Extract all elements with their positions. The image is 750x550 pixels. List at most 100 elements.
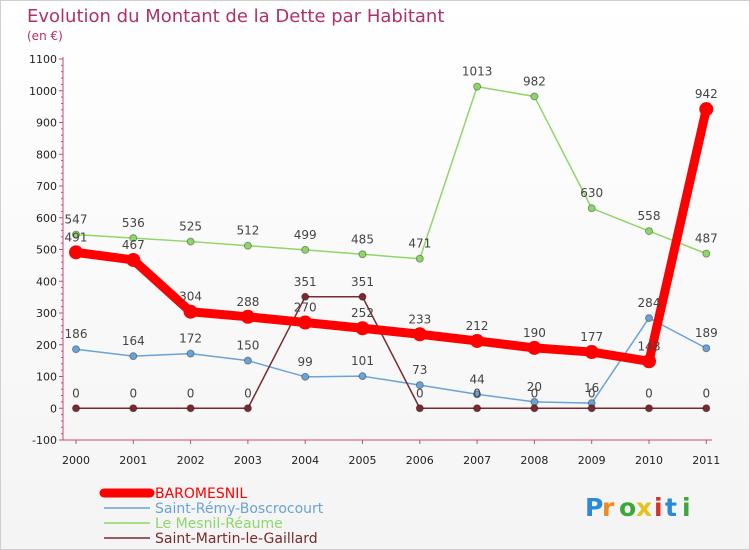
data-point-le-mesnil-reaume	[301, 245, 310, 254]
data-label-saint-remy-boscrocourt: 20	[527, 380, 542, 394]
legend-label-saint-martin-le-gaillard: Saint-Martin-le-Gaillard	[155, 531, 318, 547]
y-tick-label: 100	[36, 371, 57, 384]
logo-letter: r	[602, 493, 615, 522]
y-tick-label: 1000	[29, 85, 57, 98]
data-point-saint-martin-le-gaillard	[473, 404, 482, 413]
data-label-saint-remy-boscrocourt: 172	[179, 332, 202, 346]
data-point-le-mesnil-reaume	[72, 230, 80, 239]
data-point-saint-remy-boscrocourt	[186, 349, 195, 358]
data-point-saint-remy-boscrocourt	[243, 356, 252, 365]
x-tick-label: 2006	[406, 454, 434, 467]
data-point-saint-remy-boscrocourt	[301, 372, 310, 381]
logo-letter: i	[682, 493, 691, 522]
data-point-baromesnil	[412, 327, 427, 342]
data-point-saint-remy-boscrocourt	[358, 372, 367, 381]
legend-label-saint-remy-boscrocourt: Saint-Rémy-Boscrocourt	[155, 501, 324, 517]
x-tick-label: 2004	[291, 454, 319, 467]
data-label-saint-remy-boscrocourt: 44	[469, 372, 484, 386]
data-point-saint-martin-le-gaillard	[72, 404, 80, 413]
x-tick-label: 2010	[635, 454, 663, 467]
x-tick-label: 2008	[520, 454, 548, 467]
data-label-le-mesnil-reaume: 982	[523, 74, 546, 88]
data-label-saint-martin-le-gaillard: 0	[244, 386, 252, 400]
x-tick-label: 2000	[62, 454, 90, 467]
data-label-saint-martin-le-gaillard: 351	[294, 275, 317, 289]
data-point-saint-martin-le-gaillard	[301, 292, 310, 301]
data-point-le-mesnil-reaume	[702, 249, 711, 258]
data-point-saint-martin-le-gaillard	[530, 404, 539, 413]
data-label-baromesnil: 252	[351, 306, 374, 320]
data-label-baromesnil: 233	[408, 312, 431, 326]
x-tick-label: 2002	[177, 454, 205, 467]
data-label-le-mesnil-reaume: 1013	[462, 65, 493, 79]
x-tick-label: 2007	[463, 454, 491, 467]
chart-axes: -100010020030040050060070080090010001100…	[29, 53, 720, 467]
chart-title: Evolution du Montant de la Dette par Hab…	[27, 6, 444, 27]
logo-letter: x	[636, 493, 652, 522]
data-point-le-mesnil-reaume	[473, 82, 482, 91]
data-point-baromesnil	[527, 340, 542, 355]
series-line-saint-remy-boscrocourt	[75, 317, 708, 404]
chart-subtitle: (en €)	[27, 29, 63, 43]
data-label-saint-martin-le-gaillard: 0	[129, 386, 137, 400]
y-tick-label: -100	[32, 434, 57, 447]
data-point-baromesnil	[240, 309, 255, 324]
logo-letter: P	[585, 493, 603, 522]
data-point-baromesnil	[642, 354, 656, 369]
data-point-le-mesnil-reaume	[129, 234, 138, 243]
data-label-saint-martin-le-gaillard: 0	[473, 386, 481, 400]
data-label-le-mesnil-reaume: 547	[65, 213, 88, 227]
data-point-baromesnil	[298, 315, 313, 330]
data-label-baromesnil: 491	[65, 230, 88, 244]
y-tick-label: 800	[36, 148, 57, 161]
data-label-saint-remy-boscrocourt: 16	[584, 381, 599, 395]
series-line-baromesnil	[71, 104, 711, 366]
data-point-saint-martin-le-gaillard	[645, 404, 653, 413]
data-point-saint-martin-le-gaillard	[415, 404, 424, 413]
legend-label-baromesnil: BAROMESNIL	[155, 486, 247, 502]
data-label-baromesnil: 467	[122, 238, 145, 252]
x-tick-label: 2005	[349, 454, 377, 467]
data-point-baromesnil	[69, 245, 83, 260]
data-label-saint-remy-boscrocourt: 189	[695, 326, 718, 340]
data-label-baromesnil: 270	[294, 301, 317, 315]
data-label-le-mesnil-reaume: 487	[695, 232, 718, 246]
data-label-saint-remy-boscrocourt: 284	[638, 296, 661, 310]
y-tick-label: 200	[36, 339, 57, 352]
data-point-saint-martin-le-gaillard	[358, 292, 367, 301]
x-tick-label: 2009	[578, 454, 606, 467]
data-point-saint-martin-le-gaillard	[129, 404, 138, 413]
y-tick-label: 700	[36, 180, 57, 193]
data-label-saint-martin-le-gaillard: 0	[416, 386, 424, 400]
series-line-le-mesnil-reaume	[75, 85, 708, 260]
data-point-le-mesnil-reaume	[530, 92, 539, 101]
data-label-saint-martin-le-gaillard: 351	[351, 275, 374, 289]
data-point-le-mesnil-reaume	[587, 204, 596, 213]
value-labels: 547 536 525 512 499 485 471 1013 982 630 558 487 186…	[65, 65, 718, 401]
data-label-saint-remy-boscrocourt: 150	[236, 339, 259, 353]
x-tick-label: 2011	[692, 454, 720, 467]
data-point-saint-remy-boscrocourt	[72, 345, 80, 354]
data-point-baromesnil	[126, 252, 141, 267]
data-point-saint-remy-boscrocourt	[645, 314, 653, 323]
logo-letter: o	[619, 493, 636, 522]
data-label-baromesnil: 942	[695, 87, 718, 101]
legend-label-le-mesnil-reaume: Le Mesnil-Réaume	[155, 516, 283, 532]
data-label-le-mesnil-reaume: 558	[638, 209, 661, 223]
data-label-saint-remy-boscrocourt: 164	[122, 334, 145, 348]
series-line-saint-martin-le-gaillard	[75, 296, 708, 409]
data-label-baromesnil: 212	[466, 319, 489, 333]
data-point-le-mesnil-reaume	[243, 241, 252, 250]
data-label-saint-remy-boscrocourt: 101	[351, 354, 374, 368]
data-point-baromesnil	[183, 304, 198, 319]
data-label-saint-martin-le-gaillard: 0	[72, 386, 80, 400]
data-point-saint-remy-boscrocourt	[473, 390, 482, 399]
data-label-baromesnil: 148	[638, 339, 661, 353]
data-label-saint-martin-le-gaillard: 0	[588, 386, 596, 400]
y-tick-label: 500	[36, 244, 57, 257]
data-label-baromesnil: 304	[179, 290, 202, 304]
data-label-saint-martin-le-gaillard: 0	[702, 386, 710, 400]
data-point-baromesnil	[355, 321, 370, 336]
logo-letter: i	[654, 493, 663, 522]
data-label-saint-remy-boscrocourt: 186	[65, 327, 88, 341]
